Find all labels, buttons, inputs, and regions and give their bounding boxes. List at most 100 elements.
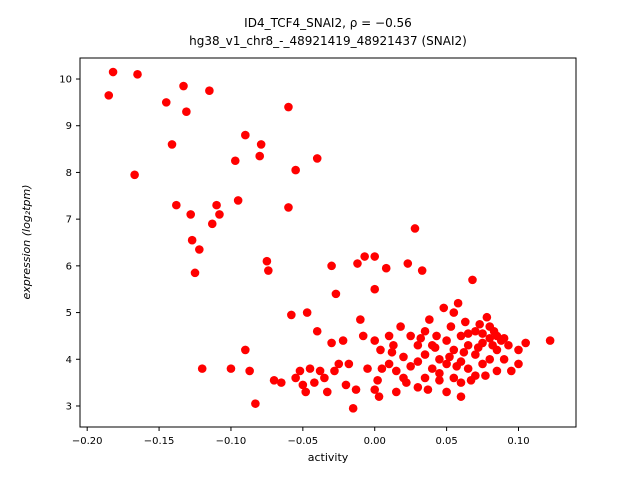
y-tick-label: 7 <box>66 215 72 226</box>
data-point <box>187 235 197 245</box>
data-point <box>492 345 502 355</box>
data-point <box>255 151 265 161</box>
data-point <box>406 361 415 371</box>
data-point <box>420 326 430 336</box>
data-point <box>449 345 459 355</box>
data-point <box>360 252 369 261</box>
data-point <box>453 298 463 308</box>
data-point <box>370 252 380 261</box>
data-point <box>432 331 441 341</box>
data-point <box>251 399 260 408</box>
data-point <box>514 345 523 355</box>
data-point <box>396 322 405 331</box>
data-point <box>195 245 204 254</box>
data-point <box>387 347 397 357</box>
data-point <box>291 165 300 175</box>
data-point <box>391 366 401 376</box>
data-point <box>190 268 200 278</box>
data-point <box>376 345 385 355</box>
data-point <box>410 224 420 233</box>
x-tick-label: −0.15 <box>144 436 175 447</box>
data-point <box>262 256 272 266</box>
data-point <box>284 203 293 212</box>
data-point <box>291 373 300 383</box>
data-point <box>463 329 473 338</box>
data-point <box>330 366 339 376</box>
data-point <box>430 343 440 352</box>
data-point <box>133 70 142 79</box>
data-point <box>344 359 354 369</box>
data-point <box>456 392 466 401</box>
data-point <box>514 359 523 369</box>
data-point <box>215 210 224 219</box>
data-point <box>420 350 430 359</box>
data-point <box>374 392 384 401</box>
data-point <box>327 338 336 348</box>
data-point <box>207 219 217 229</box>
data-point <box>241 130 250 140</box>
data-point <box>315 366 325 376</box>
data-point <box>485 333 495 343</box>
data-point <box>226 364 236 373</box>
x-tick-label: −0.10 <box>216 436 247 447</box>
data-point <box>370 284 380 294</box>
plot-title-line1: ID4_TCF4_SNAI2, ρ = −0.56 <box>244 16 412 30</box>
x-axis-label: activity <box>308 451 349 464</box>
data-point <box>384 359 394 369</box>
data-point <box>403 259 413 268</box>
data-point <box>356 315 365 324</box>
data-point <box>478 329 487 338</box>
data-point <box>377 364 387 373</box>
data-point <box>481 371 490 380</box>
x-tick-label: −0.05 <box>288 436 319 447</box>
data-point <box>413 382 423 392</box>
data-point <box>456 357 466 366</box>
y-tick-label: 5 <box>66 308 72 319</box>
data-point <box>353 259 362 268</box>
data-point <box>485 354 495 364</box>
data-point <box>341 380 351 390</box>
data-point <box>482 312 492 322</box>
data-point <box>427 364 437 373</box>
y-tick-label: 4 <box>66 355 72 366</box>
data-point <box>130 170 139 180</box>
data-point <box>327 261 336 271</box>
data-point <box>420 373 430 383</box>
data-points <box>104 67 555 413</box>
axes-frame <box>79 57 577 428</box>
data-point <box>322 387 332 397</box>
data-point <box>456 378 466 387</box>
data-point <box>471 350 480 359</box>
data-point <box>435 375 444 385</box>
data-point <box>302 308 312 317</box>
data-point <box>358 331 368 341</box>
data-point <box>417 266 427 275</box>
data-point <box>402 378 411 387</box>
data-point <box>104 91 114 100</box>
data-point <box>391 387 401 397</box>
data-point <box>445 352 454 362</box>
x-tick-label: 0.05 <box>435 436 457 447</box>
data-point <box>331 289 341 299</box>
data-point <box>161 98 171 107</box>
x-axis-ticks: −0.20 −0.15 −0.10 −0.05 0.00 0.05 0.10 <box>72 427 530 447</box>
data-point <box>468 275 477 285</box>
data-point <box>406 331 415 341</box>
data-point <box>179 81 188 91</box>
data-point <box>233 196 243 205</box>
data-point <box>348 404 358 413</box>
data-point <box>413 357 423 366</box>
data-point <box>197 364 207 373</box>
data-point <box>442 336 451 345</box>
data-point <box>425 315 434 324</box>
data-point <box>256 140 266 149</box>
data-point <box>205 86 214 95</box>
data-point <box>301 387 311 397</box>
data-point <box>449 373 459 383</box>
data-point <box>305 364 315 373</box>
data-point <box>423 385 433 394</box>
y-tick-label: 3 <box>66 401 72 412</box>
data-point <box>351 385 361 394</box>
